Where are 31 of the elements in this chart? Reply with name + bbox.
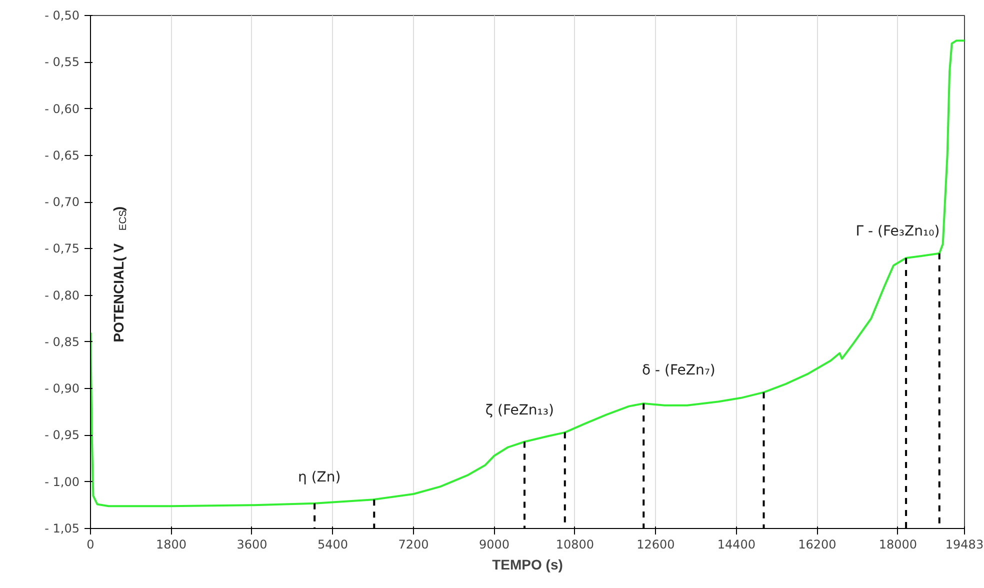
x-tick-label: 5400 xyxy=(317,538,348,552)
x-tick-label: 12600 xyxy=(636,538,675,552)
x-tick-label: 14400 xyxy=(717,538,756,552)
y-tick-label: - 0,90 xyxy=(44,382,80,396)
y-tick-label: - 0,50 xyxy=(44,8,80,22)
y-tick-label: - 0,55 xyxy=(44,55,80,70)
x-tick-label: 16200 xyxy=(798,538,836,552)
annotation: Γ - (Fe₃Zn₁₀) xyxy=(856,223,940,240)
y-tick-label: - 1,05 xyxy=(44,522,80,536)
annotation: η (Zn) xyxy=(298,470,341,486)
annotation: δ - (FeZn₇) xyxy=(642,362,716,378)
y-tick-label: - 0,85 xyxy=(44,334,80,349)
line-series xyxy=(90,40,964,508)
x-tick-label: 1800 xyxy=(156,538,187,552)
y-tick-label: - 0,95 xyxy=(44,428,80,442)
x-tick-label: 19483 xyxy=(945,538,984,552)
x-tick-label: 3600 xyxy=(236,538,268,552)
y-tick-label: - 1,00 xyxy=(44,474,80,489)
y-tick-label: - 0,80 xyxy=(44,288,80,302)
x-axis-title: TEMPO (s) xyxy=(492,556,563,572)
y-tick-label: - 0,75 xyxy=(44,242,80,256)
x-tick-label: 9000 xyxy=(478,538,510,552)
y-axis-title: POTENCIAL( VECS) xyxy=(110,206,129,342)
x-tick-label: 7200 xyxy=(398,538,429,552)
annotation: ζ (FeZn₁₃) xyxy=(485,402,554,418)
y-tick-label: - 0,60 xyxy=(44,102,80,116)
x-tick-label: 10800 xyxy=(556,538,594,552)
y-tick-label: - 0,70 xyxy=(44,195,80,210)
y-tick-label: - 0,65 xyxy=(44,148,80,162)
x-tick-label: 18000 xyxy=(878,538,918,552)
x-tick-label: 0 xyxy=(86,538,94,552)
